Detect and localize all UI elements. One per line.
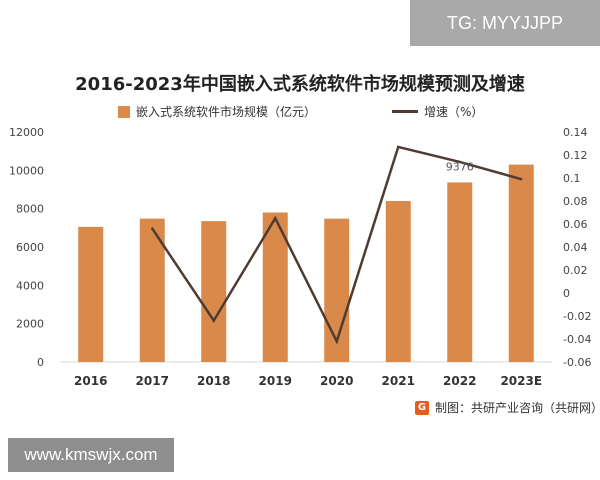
brand-logo-icon: G — [415, 400, 429, 415]
x-tick-label: 2022 — [443, 374, 476, 388]
y-right-tick-label: 0.08 — [563, 195, 588, 208]
y-right-tick-label: 0.1 — [563, 172, 581, 185]
y-left-tick-label: 12000 — [9, 126, 44, 139]
legend-item-bar: 嵌入式系统软件市场规模（亿元） — [118, 103, 316, 120]
chart-credit: G 制图：共研产业咨询（共研网） — [415, 399, 600, 416]
y-right-tick-label: 0.14 — [563, 126, 588, 139]
watermark-badge: TG: MYYJJPP — [410, 0, 600, 46]
y-right-tick-label: -0.04 — [563, 333, 591, 346]
growth-rate-point-2017 — [151, 227, 154, 230]
y-left-tick-label: 10000 — [9, 164, 44, 177]
bar-2018 — [201, 221, 227, 362]
credit-text: 制图：共研产业咨询（共研网） — [435, 401, 600, 415]
x-tick-label: 2018 — [197, 374, 230, 388]
growth-rate-point-2019 — [274, 217, 277, 220]
x-tick-label: 2020 — [320, 374, 353, 388]
bar-2022 — [447, 182, 473, 362]
growth-rate-point-2020 — [335, 340, 338, 343]
y-right-tick-label: -0.06 — [563, 356, 591, 369]
legend-label-line: 增速（%） — [424, 105, 484, 119]
y-left-tick-label: 8000 — [16, 203, 44, 216]
legend-swatch-bar — [118, 105, 130, 118]
y-right-tick-label: 0.02 — [563, 264, 588, 277]
y-left-tick-label: 2000 — [16, 318, 44, 331]
y-right-tick-label: 0.04 — [563, 241, 588, 254]
x-tick-label: 2021 — [382, 374, 415, 388]
growth-rate-point-2023E — [520, 177, 523, 181]
footer-url: www.kmswjx.com — [8, 438, 174, 472]
growth-rate-point-2018 — [212, 319, 215, 322]
x-tick-label: 2023E — [500, 374, 542, 388]
y-right-tick-label: -0.02 — [563, 310, 591, 323]
legend-item-line: 增速（%） — [392, 103, 483, 120]
x-tick-label: 2019 — [259, 374, 292, 388]
bar-2016 — [78, 226, 104, 362]
x-tick-label: 2016 — [74, 374, 107, 388]
legend-swatch-line — [392, 110, 418, 113]
y-left-tick-label: 0 — [37, 356, 44, 369]
legend-label-bar: 嵌入式系统软件市场规模（亿元） — [136, 105, 317, 119]
y-right-tick-label: 0 — [563, 287, 570, 300]
growth-rate-point-2022 — [458, 160, 461, 164]
y-left-tick-label: 6000 — [16, 241, 44, 254]
x-tick-label: 2017 — [136, 374, 169, 388]
growth-rate-point-2021 — [397, 145, 400, 149]
data-label: 9376 — [446, 160, 474, 173]
chart-title: 2016-2023年中国嵌入式系统软件市场规模预测及增速 — [75, 74, 525, 95]
bar-2021 — [385, 201, 411, 362]
y-right-tick-label: 0.12 — [563, 149, 588, 162]
y-left-tick-label: 4000 — [16, 279, 44, 292]
bar-2023E — [508, 164, 534, 362]
y-right-tick-label: 0.06 — [563, 218, 588, 231]
chart-legend: 嵌入式系统软件市场规模（亿元） 增速（%） — [0, 103, 600, 125]
